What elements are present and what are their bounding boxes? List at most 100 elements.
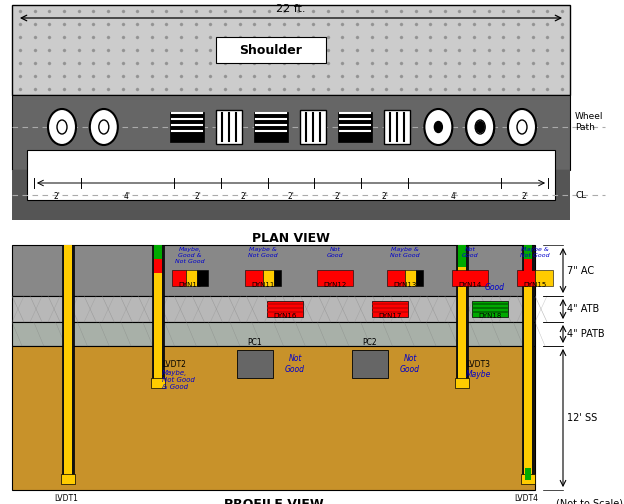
Bar	[452, 270, 488, 286]
Bar	[64, 245, 72, 482]
Text: DYN17: DYN17	[378, 313, 402, 319]
Text: 2': 2'	[521, 192, 528, 201]
Text: Not
Good: Not Good	[400, 354, 420, 373]
Ellipse shape	[424, 109, 452, 145]
Ellipse shape	[517, 120, 527, 134]
Text: PLAN VIEW: PLAN VIEW	[252, 232, 330, 245]
Bar	[524, 245, 532, 482]
Bar	[267, 301, 303, 317]
Text: DYN11: DYN11	[251, 282, 275, 288]
Text: PC1: PC1	[248, 338, 262, 347]
Text: (Not to Scale): (Not to Scale)	[557, 498, 623, 504]
Text: DYN18: DYN18	[479, 313, 502, 319]
Bar	[172, 270, 187, 286]
Text: Maybe &
Not Good: Maybe & Not Good	[248, 247, 278, 258]
Bar	[524, 259, 532, 273]
Text: LVDT1: LVDT1	[54, 494, 78, 503]
Bar	[352, 350, 388, 378]
Bar	[12, 170, 570, 220]
Text: Maybe,
Not Good
& Good: Maybe, Not Good & Good	[162, 370, 195, 390]
Ellipse shape	[476, 121, 484, 133]
Bar	[458, 245, 466, 267]
Text: Wheel
Path: Wheel Path	[575, 112, 603, 132]
Ellipse shape	[57, 120, 67, 134]
Bar	[535, 270, 553, 286]
Bar	[524, 245, 532, 259]
Ellipse shape	[508, 109, 536, 145]
Bar	[237, 350, 273, 378]
Text: LVDT3: LVDT3	[466, 360, 490, 369]
Bar	[300, 110, 326, 144]
Text: 7" AC: 7" AC	[567, 266, 594, 276]
Text: PC2: PC2	[363, 338, 378, 347]
Text: Maybe &
Not Good: Maybe & Not Good	[390, 247, 420, 258]
Bar	[216, 37, 326, 63]
Ellipse shape	[90, 109, 118, 145]
Bar	[274, 270, 281, 286]
Text: Maybe,
Good &
Not Good: Maybe, Good & Not Good	[175, 247, 205, 264]
Text: 2': 2'	[194, 192, 201, 201]
Bar	[61, 474, 75, 484]
Text: DYN15: DYN15	[524, 282, 547, 288]
Bar	[187, 270, 197, 286]
Bar	[338, 112, 372, 142]
Text: 4" PATB: 4" PATB	[567, 329, 605, 339]
Text: Maybe: Maybe	[466, 370, 491, 379]
Bar	[263, 270, 274, 286]
Bar	[151, 378, 165, 388]
Text: 4': 4'	[451, 192, 458, 201]
Text: DYN10: DYN10	[178, 282, 202, 288]
Bar	[455, 378, 469, 388]
Text: Good: Good	[485, 283, 505, 292]
Text: DYN14: DYN14	[459, 282, 482, 288]
Ellipse shape	[466, 109, 494, 145]
Text: PROFILE VIEW: PROFILE VIEW	[223, 498, 323, 504]
Ellipse shape	[434, 121, 442, 133]
Text: Maybe &
Not Good: Maybe & Not Good	[520, 247, 550, 258]
Text: Not
Good: Not Good	[327, 247, 343, 258]
Text: CL: CL	[575, 191, 587, 200]
Bar	[12, 95, 570, 170]
Bar	[521, 474, 535, 484]
Text: DYN13: DYN13	[393, 282, 417, 288]
Bar	[384, 110, 409, 144]
Bar	[27, 150, 555, 200]
Bar	[416, 270, 423, 286]
Bar	[154, 245, 162, 259]
Bar	[12, 322, 535, 346]
Ellipse shape	[48, 109, 76, 145]
Text: 2': 2'	[288, 192, 295, 201]
Text: 2': 2'	[381, 192, 388, 201]
Text: 4': 4'	[124, 192, 131, 201]
Bar	[317, 270, 353, 286]
Bar	[152, 245, 164, 386]
Bar	[372, 301, 408, 317]
Ellipse shape	[475, 120, 485, 134]
Text: Not
Good: Not Good	[285, 354, 305, 373]
Bar	[12, 5, 570, 95]
Text: Shoulder: Shoulder	[240, 43, 303, 56]
Bar	[472, 301, 508, 317]
Text: DYN12: DYN12	[323, 282, 346, 288]
Bar	[217, 110, 242, 144]
Bar	[62, 245, 74, 482]
Bar	[197, 270, 208, 286]
Text: Not
Good: Not Good	[462, 247, 479, 258]
Ellipse shape	[466, 109, 494, 145]
Text: DYN16: DYN16	[273, 313, 296, 319]
Bar	[154, 245, 162, 386]
Text: LVDT2: LVDT2	[162, 360, 186, 369]
Text: 22 ft.: 22 ft.	[276, 4, 306, 14]
Bar	[170, 112, 205, 142]
Text: 4" ATB: 4" ATB	[567, 304, 599, 314]
Bar	[245, 270, 263, 286]
Bar	[525, 468, 531, 480]
Bar	[154, 259, 162, 273]
Bar	[12, 296, 535, 322]
Bar	[522, 245, 534, 482]
Text: LVDT4: LVDT4	[514, 494, 538, 503]
Bar	[458, 245, 466, 386]
Bar	[387, 270, 405, 286]
Bar	[517, 270, 535, 286]
Bar	[405, 270, 416, 286]
